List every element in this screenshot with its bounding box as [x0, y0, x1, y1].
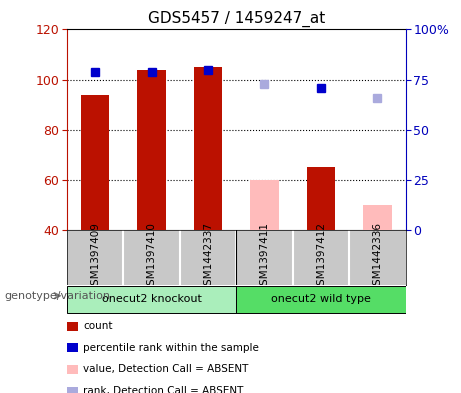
Text: rank, Detection Call = ABSENT: rank, Detection Call = ABSENT: [83, 386, 243, 393]
Bar: [363, 205, 391, 230]
Text: GSM1397411: GSM1397411: [260, 222, 270, 292]
Text: onecut2 knockout: onecut2 knockout: [101, 294, 201, 304]
Title: GDS5457 / 1459247_at: GDS5457 / 1459247_at: [148, 11, 325, 27]
Bar: [236, 286, 406, 313]
Text: GSM1397410: GSM1397410: [147, 222, 157, 292]
Text: GSM1397409: GSM1397409: [90, 222, 100, 292]
Text: count: count: [83, 321, 112, 331]
Bar: [307, 167, 335, 230]
Bar: [250, 180, 278, 230]
Text: value, Detection Call = ABSENT: value, Detection Call = ABSENT: [83, 364, 248, 375]
Text: GSM1442336: GSM1442336: [372, 222, 383, 292]
Bar: [67, 286, 236, 313]
Text: onecut2 wild type: onecut2 wild type: [271, 294, 371, 304]
Text: genotype/variation: genotype/variation: [5, 291, 111, 301]
Bar: [137, 70, 165, 230]
Text: GSM1442337: GSM1442337: [203, 222, 213, 292]
Bar: [194, 67, 222, 230]
Bar: [81, 95, 109, 230]
Text: GSM1397412: GSM1397412: [316, 222, 326, 292]
Text: percentile rank within the sample: percentile rank within the sample: [83, 343, 259, 353]
